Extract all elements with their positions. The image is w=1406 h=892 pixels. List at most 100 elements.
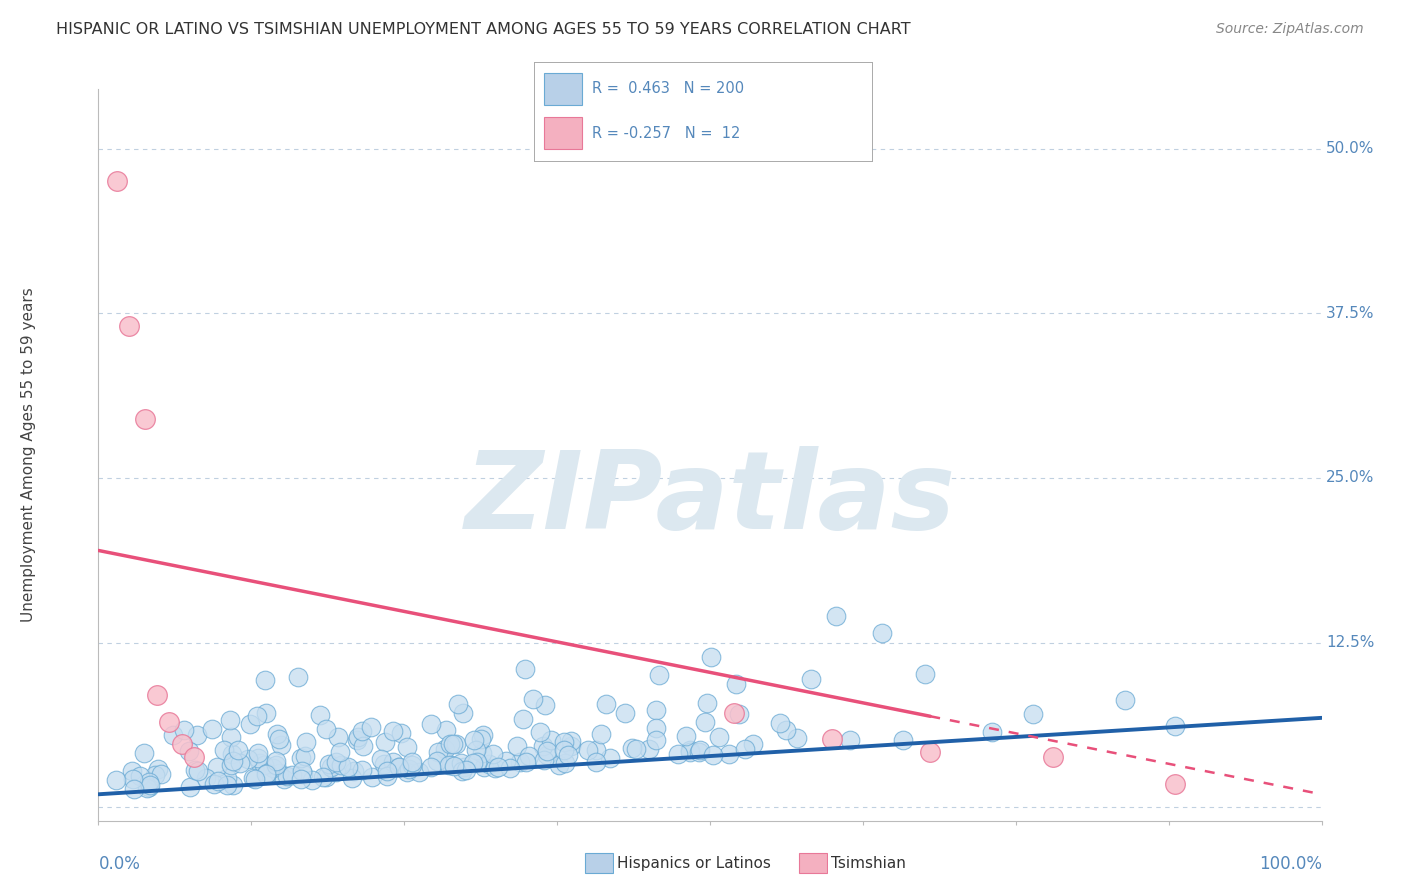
- Text: 37.5%: 37.5%: [1326, 306, 1374, 321]
- Point: [548, 758, 571, 772]
- Point: [105, 174, 128, 188]
- Text: Tsimshian: Tsimshian: [831, 856, 905, 871]
- Point: [221, 778, 243, 792]
- Point: [262, 760, 284, 774]
- Point: [495, 754, 517, 768]
- Point: [373, 756, 395, 771]
- Point: [626, 742, 648, 756]
- Point: [401, 757, 423, 772]
- Point: [173, 723, 195, 737]
- Point: [238, 716, 260, 731]
- Point: [326, 731, 349, 745]
- Point: [290, 751, 312, 765]
- Point: [426, 744, 449, 758]
- Point: [709, 730, 731, 744]
- Point: [637, 742, 659, 756]
- Point: [614, 706, 637, 721]
- Point: [769, 716, 792, 731]
- Point: [446, 737, 468, 751]
- Point: [450, 756, 472, 771]
- Point: [387, 760, 409, 774]
- Point: [408, 765, 430, 780]
- Point: [118, 319, 141, 334]
- Point: [870, 626, 893, 640]
- Point: [517, 748, 540, 763]
- Point: [309, 707, 332, 722]
- Point: [315, 770, 337, 784]
- Point: [499, 761, 522, 775]
- Point: [420, 760, 443, 774]
- Point: [463, 733, 485, 747]
- Point: [484, 761, 506, 775]
- Point: [513, 662, 536, 676]
- Point: [553, 735, 575, 749]
- Point: [439, 738, 461, 752]
- Point: [329, 745, 352, 759]
- Point: [560, 739, 582, 753]
- Text: 100.0%: 100.0%: [1258, 855, 1322, 872]
- Point: [666, 747, 689, 761]
- Point: [434, 723, 457, 737]
- Point: [920, 745, 942, 759]
- Point: [980, 725, 1002, 739]
- Point: [374, 735, 396, 749]
- Point: [212, 743, 235, 757]
- Point: [688, 745, 710, 759]
- Point: [401, 755, 423, 769]
- Point: [560, 734, 582, 748]
- Point: [360, 720, 382, 734]
- Point: [482, 747, 505, 762]
- Point: [645, 732, 668, 747]
- Point: [352, 764, 374, 778]
- Point: [728, 706, 751, 721]
- Point: [292, 767, 315, 781]
- Point: [221, 730, 243, 744]
- Point: [138, 780, 160, 794]
- Point: [186, 728, 208, 742]
- Point: [146, 689, 169, 703]
- Point: [675, 729, 697, 743]
- Point: [242, 772, 264, 786]
- Point: [522, 691, 544, 706]
- Text: 50.0%: 50.0%: [1326, 141, 1374, 156]
- Point: [648, 668, 671, 682]
- Point: [553, 743, 575, 757]
- Point: [329, 758, 352, 772]
- Text: Unemployment Among Ages 55 to 59 years: Unemployment Among Ages 55 to 59 years: [21, 287, 35, 623]
- Point: [447, 697, 470, 711]
- Point: [585, 755, 607, 769]
- Point: [266, 757, 288, 772]
- Point: [183, 750, 205, 764]
- Point: [775, 723, 797, 738]
- Point: [515, 755, 537, 769]
- Point: [236, 752, 259, 766]
- Point: [253, 673, 276, 687]
- Text: 12.5%: 12.5%: [1326, 635, 1374, 650]
- Point: [219, 757, 242, 772]
- Point: [290, 772, 312, 787]
- Point: [471, 728, 494, 742]
- Point: [589, 727, 612, 741]
- Point: [267, 766, 290, 780]
- Point: [576, 743, 599, 757]
- Point: [249, 756, 271, 771]
- Point: [276, 769, 298, 783]
- Point: [702, 748, 724, 763]
- Point: [734, 742, 756, 756]
- Point: [312, 770, 335, 784]
- Point: [157, 714, 180, 729]
- Point: [512, 712, 534, 726]
- Point: [443, 759, 465, 773]
- Point: [253, 757, 276, 772]
- Point: [243, 772, 266, 786]
- Point: [839, 732, 862, 747]
- Point: [1163, 719, 1185, 733]
- Point: [585, 743, 607, 757]
- Point: [451, 706, 474, 720]
- Point: [138, 775, 160, 789]
- Text: R = -0.257   N =  12: R = -0.257 N = 12: [592, 126, 740, 141]
- Point: [389, 726, 412, 740]
- Point: [700, 650, 723, 665]
- Point: [256, 766, 278, 780]
- Text: Hispanics or Latinos: Hispanics or Latinos: [617, 856, 770, 871]
